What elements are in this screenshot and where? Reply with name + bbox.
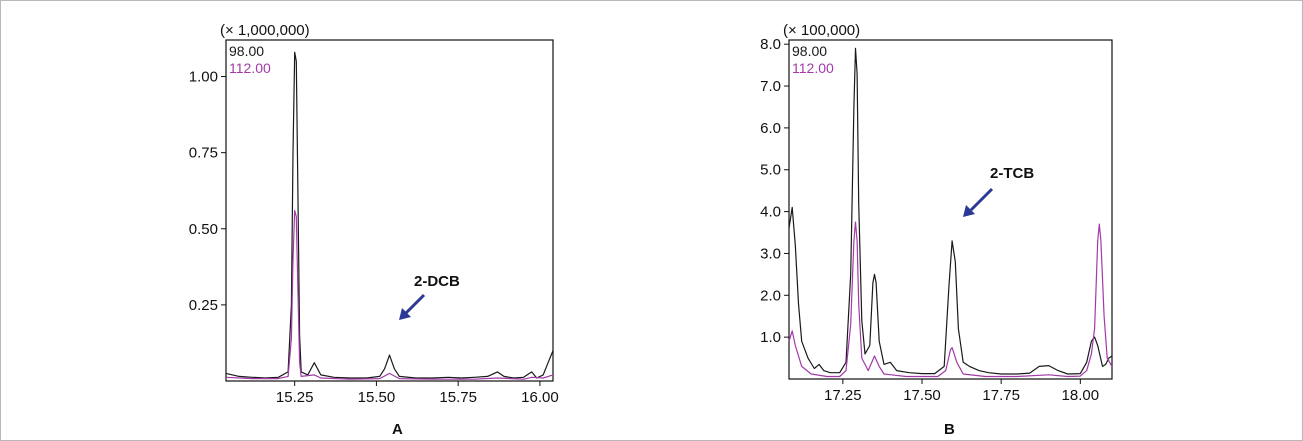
y-tick-label-a-3: 1.00 (189, 69, 218, 86)
y-axis-b: 1.0 2.0 3.0 4.0 5.0 6.0 7.0 8.0 (760, 36, 789, 346)
series-line-a-1 (225, 209, 554, 380)
arrow-a (399, 293, 426, 320)
plot-frame-a (225, 39, 554, 382)
y-scale-label-a: (× 1,000,000) (220, 22, 310, 39)
panel-label-a: A (392, 421, 403, 438)
y-tick-label-b-7: 8.0 (760, 36, 781, 53)
y-tick-label-a-0: 0.25 (189, 297, 218, 314)
x-tick-label-b-3: 18.00 (1062, 387, 1100, 404)
legend-entry-b-112: 112.00 (792, 60, 834, 76)
panel-label-b: B (944, 421, 955, 438)
y-tick-label-a-1: 0.50 (189, 221, 218, 238)
series-a (225, 51, 554, 380)
plot-frame-b (788, 39, 1113, 380)
y-tick-label-a-2: 0.75 (189, 145, 218, 162)
x-axis-b: 17.25 17.50 17.75 18.00 (824, 379, 1099, 404)
y-tick-label-b-5: 6.0 (760, 120, 781, 137)
series-line-b-1 (788, 221, 1113, 378)
legend-entry-b-98: 98.00 (792, 43, 827, 59)
y-scale-label-b: (× 100,000) (783, 22, 860, 39)
x-tick-label-a-3: 16.00 (521, 389, 559, 406)
series-line-a-0 (225, 51, 554, 379)
annotation-label-a: 2-DCB (414, 273, 460, 290)
x-axis-a: 15.25 15.50 15.75 16.00 (276, 381, 559, 406)
y-tick-label-b-1: 2.0 (760, 287, 781, 304)
x-tick-label-a-2: 15.75 (439, 389, 477, 406)
y-tick-label-b-3: 4.0 (760, 204, 781, 221)
x-tick-label-a-1: 15.50 (358, 389, 396, 406)
x-tick-label-b-2: 17.75 (982, 387, 1020, 404)
legend-entry-a-98: 98.00 (229, 43, 264, 59)
y-tick-label-b-6: 7.0 (760, 78, 781, 95)
y-tick-label-b-4: 5.0 (760, 162, 781, 179)
x-tick-label-b-1: 17.50 (903, 387, 941, 404)
legend-entry-a-112: 112.00 (229, 60, 271, 76)
annotation-label-b: 2-TCB (990, 165, 1034, 182)
x-tick-label-a-0: 15.25 (276, 389, 314, 406)
arrow-b (963, 187, 994, 217)
series-line-b-0 (788, 47, 1113, 375)
y-tick-label-b-0: 1.0 (760, 329, 781, 346)
series-b (788, 47, 1113, 378)
y-axis-a: 0.25 0.50 0.75 1.00 (189, 69, 226, 314)
x-tick-label-b-0: 17.25 (824, 387, 862, 404)
y-tick-label-b-2: 3.0 (760, 245, 781, 262)
